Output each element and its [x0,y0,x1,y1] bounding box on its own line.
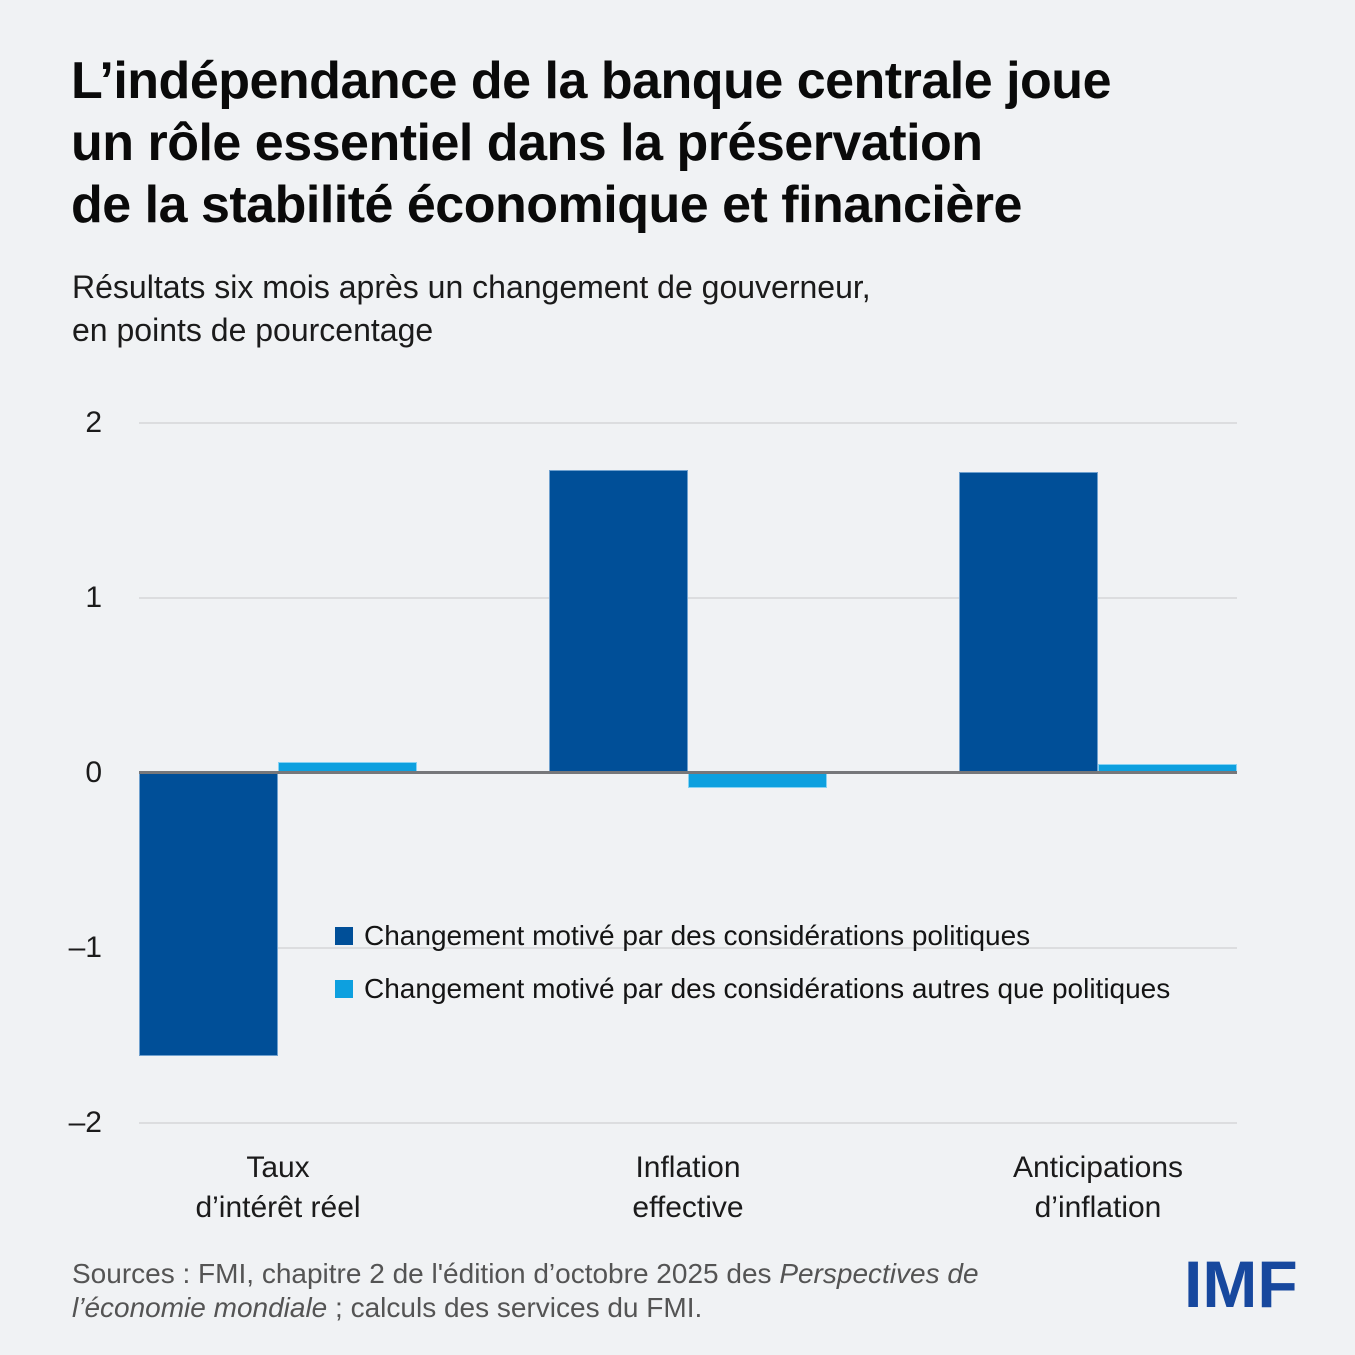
legend-swatch-politiques [335,927,353,945]
y-tick-label-2: 2 [85,405,102,439]
y-tick-label-0: 0 [85,755,102,789]
gridline-y--2 [139,1121,1237,1124]
figure-title-line-3: de la stabilité économique et financière [71,176,1022,234]
category-label-line: d’inflation [1034,1191,1162,1224]
legend-item-politiques: Changement motivé par des considérations… [335,920,1031,951]
legend-item-autres: Changement motivé par des considérations… [335,973,1171,1004]
category-label-line: Taux [246,1151,310,1184]
gridline-y-1 [139,596,1237,599]
source-note-end: ; calculs des services du FMI. [327,1292,703,1323]
figure-title: L’indépendance de la banque centrale jou… [71,50,1112,236]
category-label-line: Inflation [635,1151,741,1184]
figure-subtitle-line-2: en points de pourcentage [72,312,434,348]
category-label-line: Anticipations [1012,1151,1184,1184]
category-label-line: effective [632,1191,744,1224]
category-label-1: Inflation effective [528,1148,848,1228]
zero-axis-line [139,771,1237,774]
source-note: Sources : FMI, chapitre 2 de l'édition d… [72,1257,1057,1325]
y-tick-label--1: –1 [68,930,102,964]
category-label-0: Taux d’intérêt réel [118,1148,438,1228]
category-label-2: Anticipations d’inflation [938,1148,1258,1228]
gridline-y-2 [139,421,1237,424]
y-tick-label--2: –2 [68,1105,102,1139]
figure-title-line-2: un rôle essentiel dans la préservation [71,114,983,172]
source-note-italic: Perspectives de l’économie mondiale [72,1258,979,1323]
legend-swatch-autres [335,980,353,998]
figure-title-line-1: L’indépendance de la banque centrale jou… [71,52,1112,110]
category-label-line: d’intérêt réel [195,1191,361,1224]
bar-politiques-1 [549,469,688,773]
gridline-y--1 [139,946,1237,949]
legend-label-autres: Changement motivé par des considérations… [364,973,1171,1004]
figure-subtitle-line-1: Résultats six mois après un changement d… [72,269,871,305]
source-note-text: Sources : FMI, chapitre 2 de l'édition d… [72,1258,780,1289]
bar-politiques-2 [959,471,1098,773]
legend-label-politiques: Changement motivé par des considérations… [364,920,1031,951]
y-tick-label-1: 1 [85,580,102,614]
bar-politiques-0 [139,772,278,1056]
imf-logo: IMF [1184,1247,1298,1321]
bar-autres-1 [688,772,827,789]
figure-subtitle: Résultats six mois après un changement d… [72,266,871,352]
